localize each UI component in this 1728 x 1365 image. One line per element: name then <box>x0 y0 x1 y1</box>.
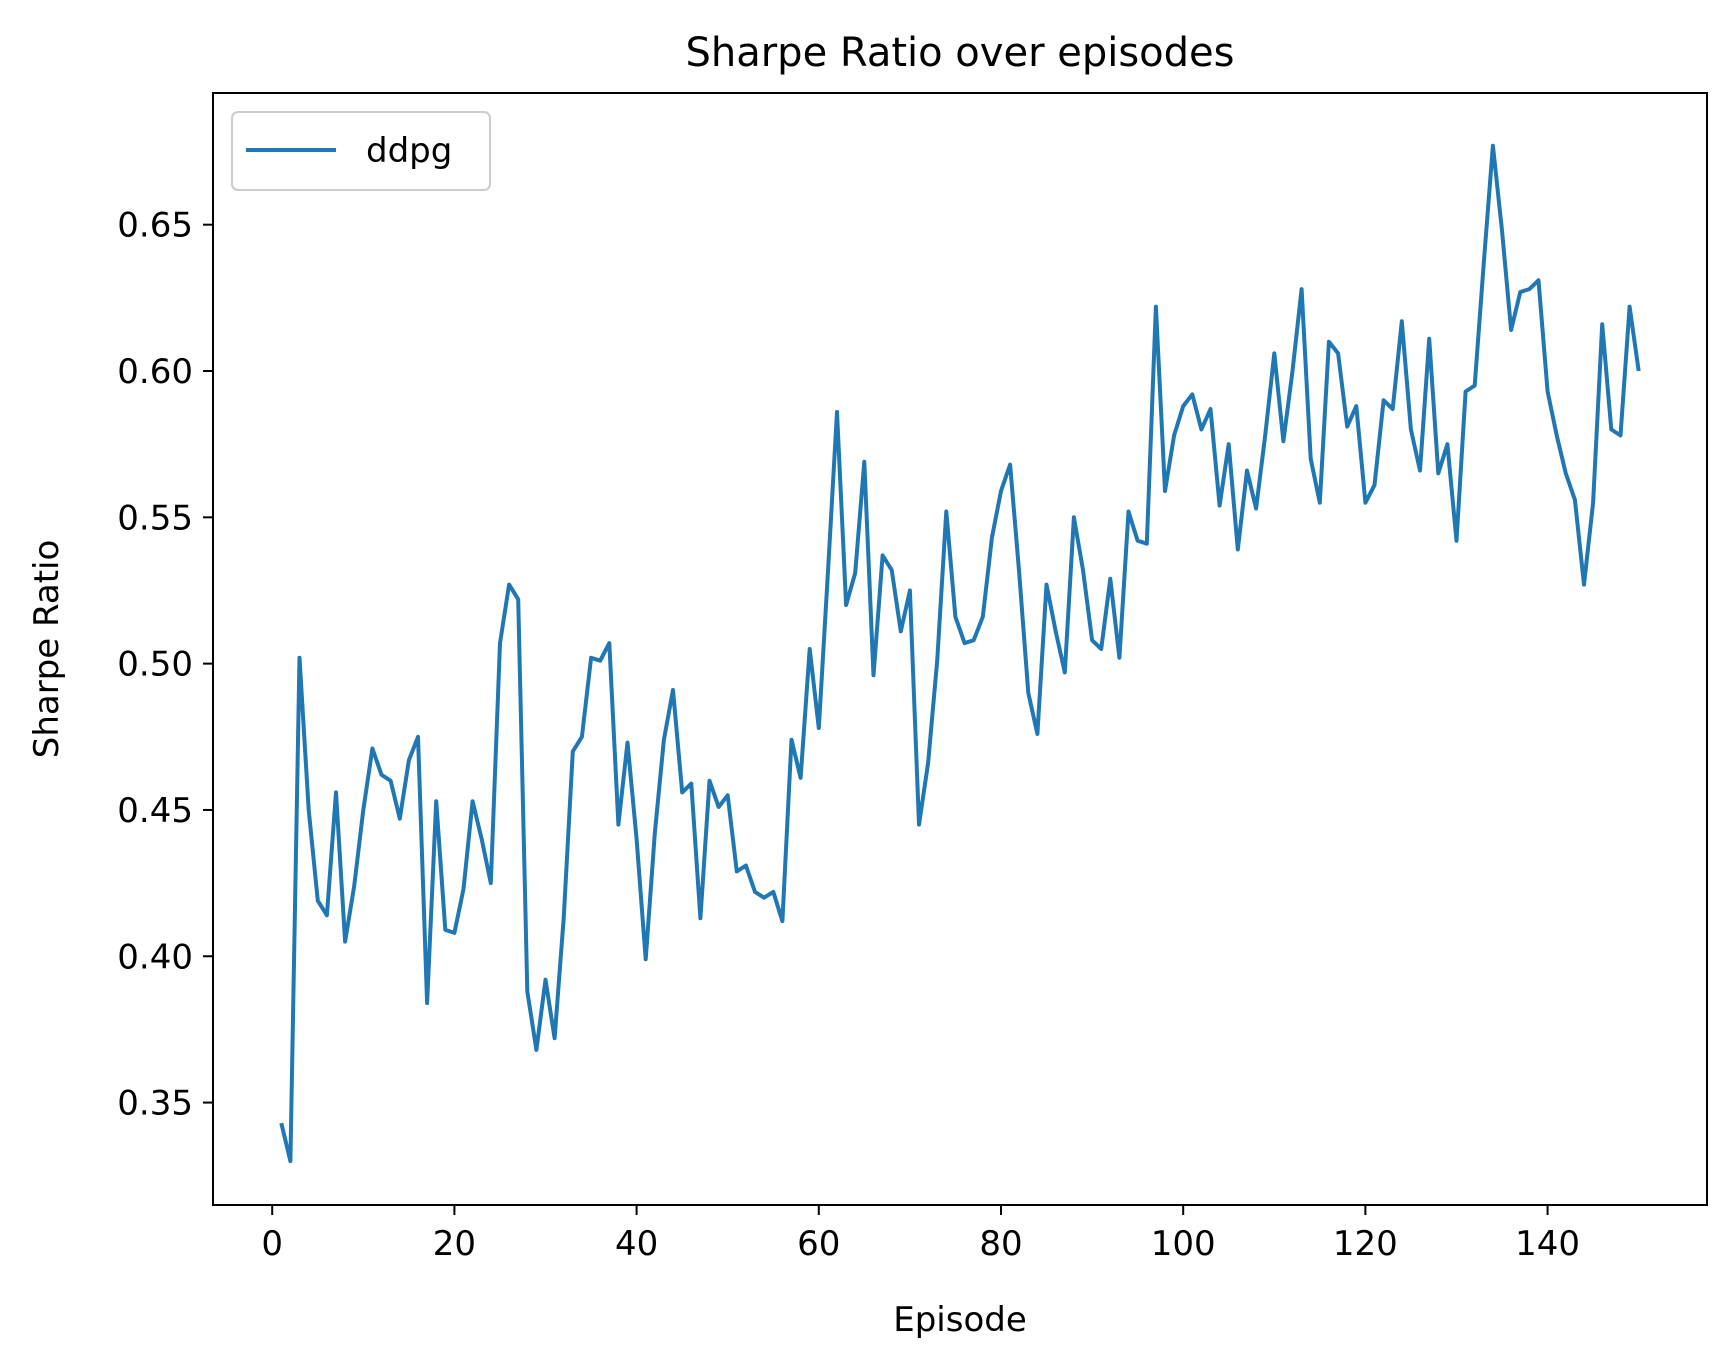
x-tick-label: 120 <box>1333 1224 1398 1264</box>
x-axis-label: Episode <box>893 1300 1027 1340</box>
y-tick-label: 0.65 <box>117 206 193 246</box>
x-tick-label: 140 <box>1515 1224 1580 1264</box>
legend-box <box>231 111 491 191</box>
x-tick-label: 20 <box>433 1224 476 1264</box>
legend: ddpg <box>231 111 491 191</box>
legend-label-ddpg: ddpg <box>366 131 452 171</box>
x-tick-label: 60 <box>797 1224 840 1264</box>
series-layer <box>279 143 1641 1164</box>
y-tick-label: 0.45 <box>117 791 193 831</box>
x-tick-label: 0 <box>261 1224 283 1264</box>
y-tick-label: 0.50 <box>117 645 193 685</box>
y-tick-label: 0.55 <box>117 498 193 538</box>
axis-ticks: 0 20 40 60 80 100 120 140 0.35 0.40 0.45 0.50 0.55 0.… <box>117 206 1580 1264</box>
y-tick-label: 0.40 <box>117 937 193 977</box>
y-axis-label: Sharpe Ratio <box>27 540 67 759</box>
x-tick-label: 40 <box>615 1224 658 1264</box>
plot-area-frame <box>212 92 1708 1206</box>
y-tick-label: 0.60 <box>117 352 193 392</box>
x-tick-label: 80 <box>979 1224 1022 1264</box>
chart-title: Sharpe Ratio over episodes <box>685 30 1234 76</box>
series-line-ddpg <box>279 143 1641 1164</box>
x-tick-label: 100 <box>1151 1224 1216 1264</box>
y-tick-label: 0.35 <box>117 1084 193 1124</box>
